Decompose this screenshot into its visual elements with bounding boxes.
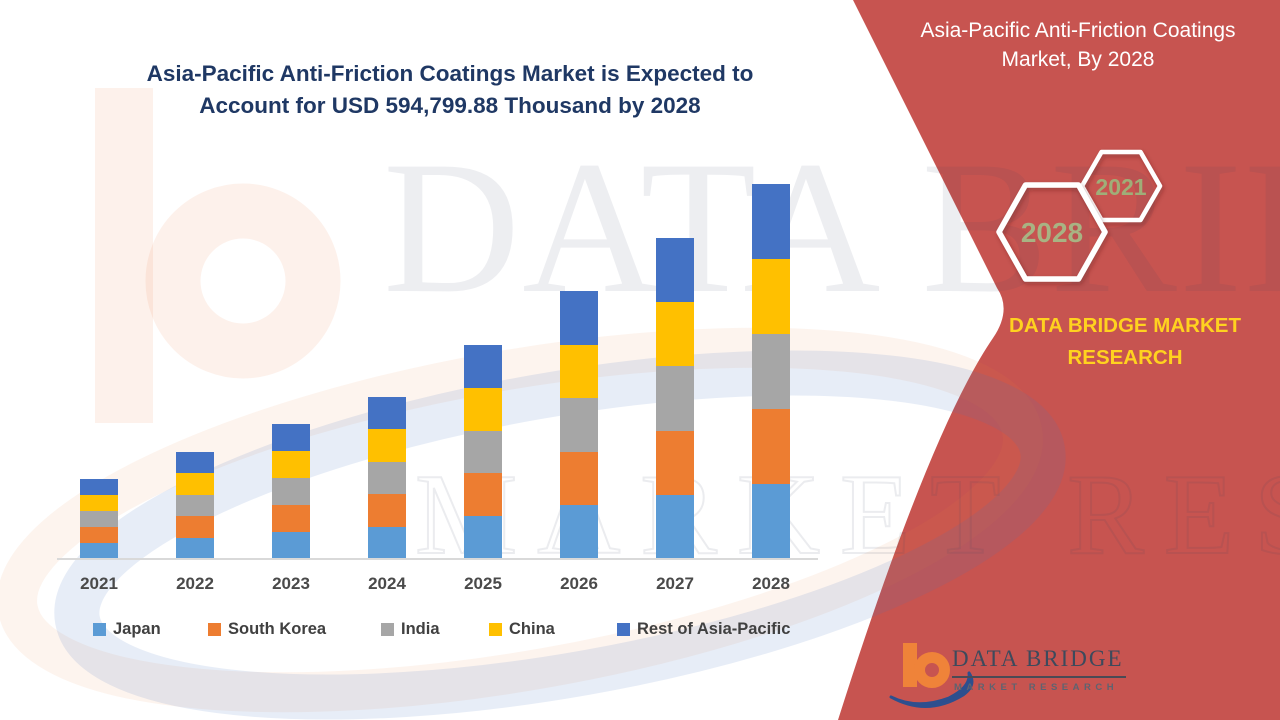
bar-segment-china <box>560 344 598 399</box>
bar-segment-india <box>560 398 598 452</box>
panel-title-line2: Market, By 2028 <box>1001 48 1155 72</box>
panel-title-line1: Asia-Pacific Anti-Friction Coatings <box>920 19 1236 42</box>
bar-segment-china <box>752 258 790 334</box>
bar-segment-india <box>656 366 694 431</box>
bar-2028 <box>752 183 790 559</box>
bar-segment-india <box>176 494 214 517</box>
footer-logo-mark <box>889 643 974 708</box>
bar-segment-rest-of-asia-pacific <box>176 452 214 474</box>
chart-title-line1: Asia-Pacific Anti-Friction Coatings Mark… <box>146 61 754 86</box>
bar-2027 <box>656 237 694 559</box>
legend-item-japan: Japan <box>93 618 161 640</box>
bar-segment-india <box>80 510 118 527</box>
bar-segment-south-korea <box>752 408 790 484</box>
bar-segment-japan <box>656 494 694 559</box>
bar-2022 <box>176 452 214 559</box>
bar-segment-japan <box>560 505 598 559</box>
bar-segment-china <box>464 387 502 431</box>
bar-segment-south-korea <box>560 451 598 506</box>
footer-logo-tagline: MARKET RESEARCH <box>954 682 1119 693</box>
legend-label: South Korea <box>228 619 327 638</box>
x-axis-label-2025: 2025 <box>464 574 502 593</box>
bar-segment-rest-of-asia-pacific <box>368 397 406 430</box>
legend-label: Japan <box>113 619 161 638</box>
bar-segment-japan <box>368 526 406 559</box>
bar-2024 <box>368 397 406 559</box>
bar-segment-japan <box>176 537 214 559</box>
bar-segment-china <box>176 473 214 495</box>
bar-segment-south-korea <box>272 505 310 532</box>
bar-segment-rest-of-asia-pacific <box>464 345 502 388</box>
legend-swatch-icon <box>208 622 221 636</box>
bar-segment-japan <box>80 542 118 559</box>
bar-segment-rest-of-asia-pacific <box>272 424 310 452</box>
x-axis-label-2027: 2027 <box>656 574 694 593</box>
logo-d-swoosh <box>889 671 974 708</box>
bar-segment-india <box>464 430 502 474</box>
x-axis-label-2026: 2026 <box>560 574 598 593</box>
red-panel-shape <box>838 0 1280 720</box>
bar-2025 <box>464 345 502 559</box>
bar-segment-south-korea <box>656 430 694 495</box>
x-axis-label-2022: 2022 <box>176 574 214 593</box>
bar-2023 <box>272 424 310 559</box>
brand-line1: DATA BRIDGE MARKET <box>1009 314 1241 337</box>
legend-item-india: India <box>381 618 440 640</box>
chart-title: Asia-Pacific Anti-Friction Coatings Mark… <box>55 58 845 122</box>
brand-line2: RESEARCH <box>1067 345 1183 369</box>
bar-segment-china <box>80 494 118 511</box>
logo-b-bowl <box>914 652 950 688</box>
brand-wordmark: DATA BRIDGE MARKET RESEARCH <box>960 310 1280 374</box>
bar-segment-india <box>368 461 406 495</box>
legend-item-south-korea: South Korea <box>208 618 326 640</box>
bar-segment-south-korea <box>464 473 502 517</box>
legend-item-china: China <box>489 618 555 640</box>
bar-segment-china <box>368 429 406 462</box>
bar-segment-south-korea <box>80 526 118 543</box>
x-axis-label-2021: 2021 <box>80 574 118 593</box>
legend-swatch-icon <box>489 622 502 636</box>
bar-segment-rest-of-asia-pacific <box>80 478 118 495</box>
bar-segment-china <box>656 302 694 367</box>
bar-2021 <box>80 478 118 559</box>
x-axis-line <box>57 558 818 560</box>
panel-title: Asia-Pacific Anti-Friction Coatings Mark… <box>880 16 1276 75</box>
bar-segment-japan <box>272 532 310 559</box>
bar-2026 <box>560 291 598 559</box>
bar-segment-china <box>272 451 310 479</box>
logo-b-stem <box>903 643 917 687</box>
bar-segment-rest-of-asia-pacific <box>560 291 598 345</box>
legend-swatch-icon <box>381 622 394 636</box>
bar-segment-japan <box>464 516 502 559</box>
bar-segment-india <box>272 478 310 506</box>
bar-segment-rest-of-asia-pacific <box>752 183 790 259</box>
bar-segment-rest-of-asia-pacific <box>656 237 694 303</box>
legend-item-rest-of-asia-pacific: Rest of Asia-Pacific <box>617 618 790 640</box>
bar-segment-south-korea <box>368 494 406 527</box>
bar-segment-south-korea <box>176 516 214 538</box>
bar-segment-india <box>752 333 790 409</box>
bar-segment-japan <box>752 483 790 559</box>
footer-logo-name: DATA BRIDGE <box>952 646 1126 678</box>
x-axis-label-2023: 2023 <box>272 574 310 593</box>
legend-label: China <box>509 619 555 638</box>
x-axis-label-2024: 2024 <box>368 574 406 593</box>
legend-swatch-icon <box>617 622 630 636</box>
legend-label: Rest of Asia-Pacific <box>637 619 791 638</box>
legend-label: India <box>401 619 440 638</box>
legend-swatch-icon <box>93 622 106 636</box>
x-axis-label-2028: 2028 <box>752 574 790 593</box>
chart-title-line2: Account for USD 594,799.88 Thousand by 2… <box>199 92 701 118</box>
